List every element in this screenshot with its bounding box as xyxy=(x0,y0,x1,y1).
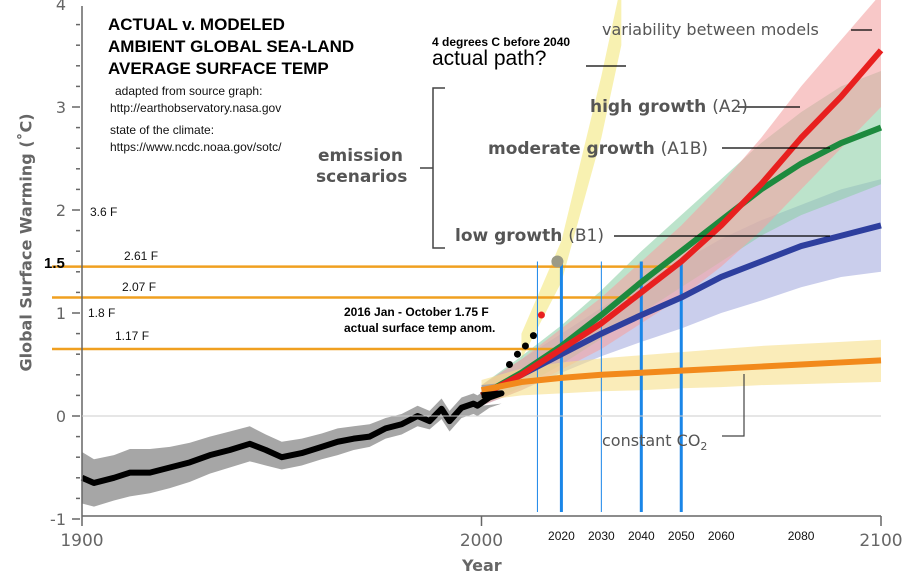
source-line-1: adapted from source graph: xyxy=(115,84,263,98)
emission-label-1: emission xyxy=(318,146,403,166)
variability-label: variability between models xyxy=(602,20,819,39)
x-tick-label: 2000 xyxy=(460,531,503,551)
actual-point-4 xyxy=(537,311,545,319)
moderate-growth-name: moderate growth xyxy=(488,139,655,159)
low-growth-label: low growth (B1) xyxy=(455,226,604,246)
observed-band xyxy=(82,383,502,507)
moderate-growth-code: (A1B) xyxy=(660,139,708,159)
actual-anomaly-line-2: actual surface temp anom. xyxy=(344,321,496,335)
f117-label: 1.17 F xyxy=(115,329,150,343)
axes: -1 0 1 2 3 4 1900 2000 2100 2020 2030 2040 2050 2060 2… xyxy=(50,0,903,551)
y-tick-label: 0 xyxy=(56,407,66,426)
emission-bracket xyxy=(420,87,445,249)
chart-title: ACTUAL v. MODELED AMBIENT GLOBAL SEA-LAN… xyxy=(108,14,354,80)
title-line-2: AMBIENT GLOBAL SEA-LAND xyxy=(108,37,355,56)
y-axis-title: Global Surface Warming (˚C) xyxy=(16,113,36,372)
moderate-growth-label: moderate growth (A1B) xyxy=(488,139,708,159)
y-tick-label: 4 xyxy=(56,0,66,14)
x-minor-label: 2050 xyxy=(668,529,695,543)
source-line-4: https://www.ncdc.noaa.gov/sotc/ xyxy=(110,140,282,154)
f207-label: 2.07 F xyxy=(122,280,157,294)
f18-label: 1.8 F xyxy=(88,306,116,320)
x-tick-label: 1900 xyxy=(60,531,103,551)
x-minor-label: 2040 xyxy=(628,529,655,543)
actual-anomaly-line-1: 2016 Jan - October 1.75 F xyxy=(344,305,489,319)
title-line-3: AVERAGE SURFACE TEMP xyxy=(108,59,329,78)
actual-point-3 xyxy=(529,332,537,340)
constant-co2-sub: 2 xyxy=(700,440,708,454)
title-line-1: ACTUAL v. MODELED xyxy=(108,15,285,34)
high-growth-code: (A2) xyxy=(712,97,748,117)
f261-label: 2.61 F xyxy=(124,249,159,263)
low-growth-name: low growth xyxy=(455,226,563,246)
f36-label: 3.6 F xyxy=(90,205,118,219)
annotation-lines xyxy=(420,29,872,437)
actual-path-band xyxy=(521,0,622,360)
actual-path-label: actual path? xyxy=(432,47,547,70)
emission-label-2: scenarios xyxy=(316,167,408,187)
high-growth-band xyxy=(481,0,881,406)
four-deg-label: 4 degrees C before 2040 xyxy=(432,35,571,49)
y-tick-label: -1 xyxy=(50,510,66,529)
series-lines xyxy=(80,48,884,486)
y-tick-label: 1 xyxy=(56,304,66,323)
observed-line xyxy=(80,390,505,486)
y15-label: 1.5 xyxy=(44,255,65,272)
actual-point-2 xyxy=(521,342,529,350)
source-line-3: state of the climate: xyxy=(110,123,215,137)
constant-co2-label: constant CO2 xyxy=(602,431,707,453)
x-tick-label: 2100 xyxy=(859,531,902,551)
x-axis-title: Year xyxy=(462,556,502,575)
high-growth-label: high growth (A2) xyxy=(590,97,748,117)
x-minor-label: 2080 xyxy=(788,529,815,543)
x-minor-label: 2030 xyxy=(588,529,615,543)
grey-marker xyxy=(551,255,564,268)
low-growth-code: (B1) xyxy=(568,226,604,246)
source-line-2: http://earthobservatory.nasa.gov xyxy=(110,101,282,115)
x-minor-label: 2060 xyxy=(708,529,735,543)
high-growth-line xyxy=(480,48,884,399)
y-tick-label: 3 xyxy=(56,98,66,117)
constant-co2-line xyxy=(480,357,882,394)
high-growth-name: high growth xyxy=(590,97,707,117)
actual-point-0 xyxy=(505,361,513,368)
x-minor-label: 2020 xyxy=(548,529,575,543)
y-tick-label: 2 xyxy=(56,201,66,220)
reference-lines xyxy=(52,261,683,512)
actual-point-1 xyxy=(513,350,521,358)
constant-leader xyxy=(722,374,745,437)
constant-co2-text: constant CO xyxy=(602,431,701,450)
